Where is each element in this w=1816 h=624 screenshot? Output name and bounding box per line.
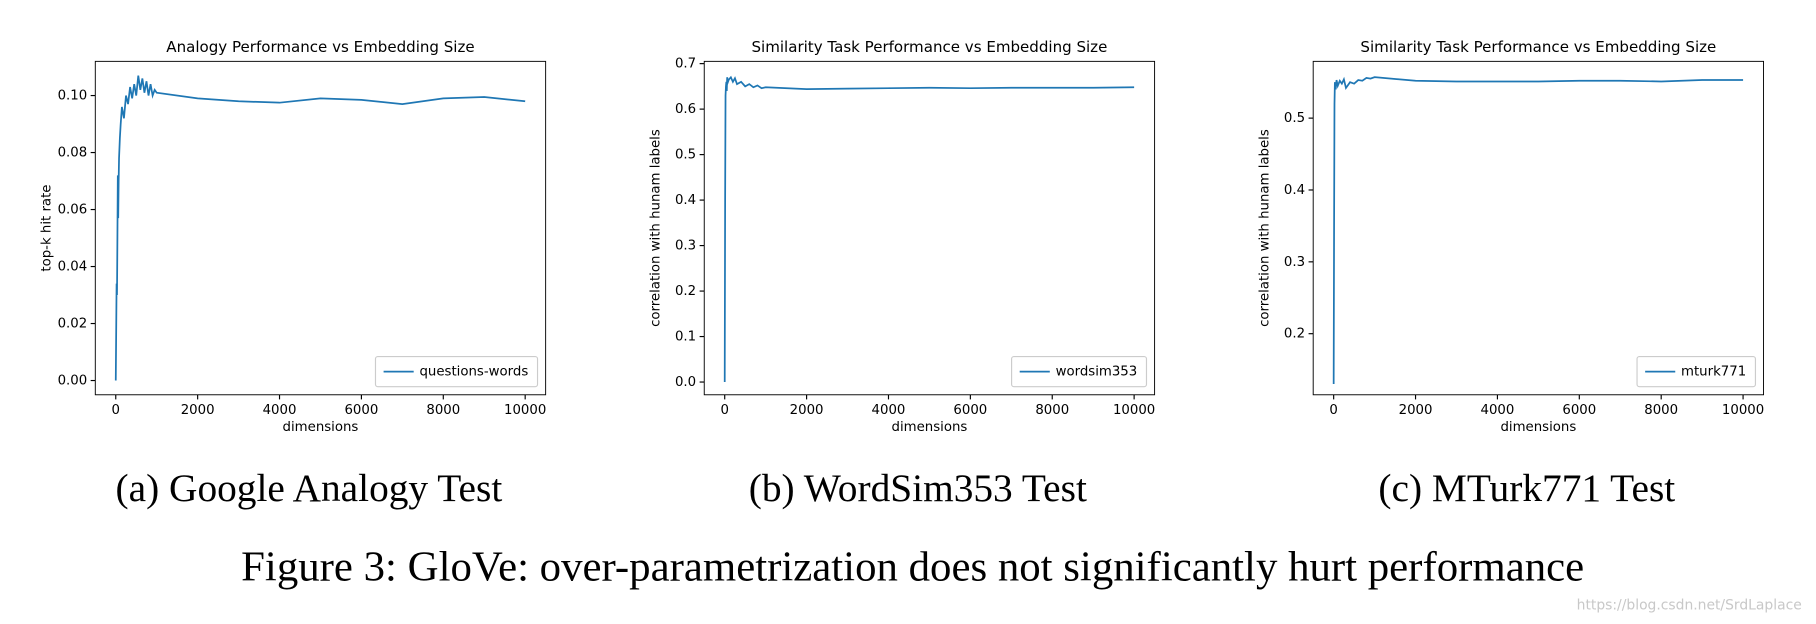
x-tick-label: 0 xyxy=(720,403,728,418)
legend: questions-words xyxy=(374,355,539,388)
x-tick-label: 0 xyxy=(112,403,120,418)
legend-box xyxy=(1011,355,1148,388)
x-tick-label: 10000 xyxy=(504,403,546,418)
data-line xyxy=(723,75,1135,383)
chart-title: Similarity Task Performance vs Embedding… xyxy=(1360,38,1716,56)
y-tick-label: 0.4 xyxy=(675,193,696,208)
x-tick-label: 4000 xyxy=(872,403,906,418)
y-tick-label: 0.7 xyxy=(675,57,696,72)
y-tick-label: 0.3 xyxy=(675,239,696,254)
y-tick-label: 0.5 xyxy=(1284,111,1305,126)
axes-frame xyxy=(703,60,1156,396)
y-tick-label: 0.08 xyxy=(58,146,88,161)
chart: Analogy Performance vs Embedding Size dim… xyxy=(40,38,547,510)
figure-caption: Figure 3: GloVe: over-parametrization do… xyxy=(241,544,1584,591)
y-tick-label: 0.6 xyxy=(675,102,696,117)
chart: Similarity Task Performance vs Embedding… xyxy=(1258,38,1765,510)
y-tick-label: 0.06 xyxy=(58,203,88,218)
data-line xyxy=(1332,76,1744,384)
caption: (b) WordSim353 Test xyxy=(749,466,1087,510)
x-tick-label: 10000 xyxy=(1113,403,1155,418)
x-tick-label: 10000 xyxy=(1722,403,1764,418)
y-tick-label: 0.0 xyxy=(675,375,696,390)
x-tick-label: 4000 xyxy=(263,403,297,418)
x-tick-label: 6000 xyxy=(1562,403,1596,418)
x-tick-label: 6000 xyxy=(953,403,987,418)
x-axis-label: dimensions xyxy=(1500,420,1576,435)
y-tick-label: 0.3 xyxy=(1284,255,1305,270)
y-axis-label: correlation with hunam labels xyxy=(1258,129,1273,327)
y-axis-label: top-k hit rate xyxy=(40,185,55,272)
axes-frame xyxy=(94,60,547,396)
watermark: https://blog.csdn.net/SrdLaplace xyxy=(1577,597,1802,613)
x-tick-label: 6000 xyxy=(344,403,378,418)
legend-label: mturk771 xyxy=(1681,365,1746,380)
legend-box xyxy=(374,355,539,388)
y-tick-label: 0.2 xyxy=(675,284,696,299)
legend: mturk771 xyxy=(1636,355,1757,388)
x-tick-label: 0 xyxy=(1329,403,1337,418)
x-tick-label: 8000 xyxy=(1035,403,1069,418)
x-tick-label: 8000 xyxy=(426,403,460,418)
caption: (c) MTurk771 Test xyxy=(1378,466,1675,510)
chart-title: Similarity Task Performance vs Embedding… xyxy=(751,38,1107,56)
x-axis-label: dimensions xyxy=(892,420,968,435)
legend-box xyxy=(1636,355,1757,388)
data-line xyxy=(114,75,526,381)
caption: (a) Google Analogy Test xyxy=(116,466,503,510)
x-tick-label: 4000 xyxy=(1481,403,1515,418)
legend-label: wordsim353 xyxy=(1056,365,1138,380)
y-tick-label: 0.2 xyxy=(1284,327,1305,342)
y-tick-label: 0.10 xyxy=(58,89,88,104)
chart: Similarity Task Performance vs Embedding… xyxy=(649,38,1156,510)
chart-title: Analogy Performance vs Embedding Size xyxy=(166,38,474,56)
y-tick-label: 0.4 xyxy=(1284,183,1305,198)
y-tick-label: 0.00 xyxy=(58,374,88,389)
legend: wordsim353 xyxy=(1011,355,1148,388)
y-axis-label: correlation with hunam labels xyxy=(649,129,664,327)
y-tick-label: 0.5 xyxy=(675,148,696,163)
axes-frame xyxy=(1312,60,1765,396)
y-tick-label: 0.1 xyxy=(675,330,696,345)
x-tick-label: 8000 xyxy=(1644,403,1678,418)
x-tick-label: 2000 xyxy=(181,403,215,418)
legend-label: questions-words xyxy=(419,365,528,380)
x-tick-label: 2000 xyxy=(790,403,824,418)
x-axis-label: dimensions xyxy=(283,420,359,435)
y-tick-label: 0.02 xyxy=(58,317,88,332)
y-tick-label: 0.04 xyxy=(58,260,88,275)
x-tick-label: 2000 xyxy=(1399,403,1433,418)
